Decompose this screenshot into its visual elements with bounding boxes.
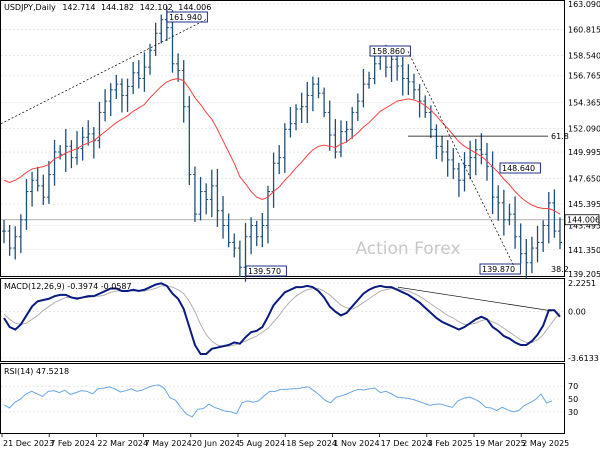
low-2-box (479, 263, 521, 275)
date-tick-label: 18 Sep 2024 (286, 439, 337, 448)
close-value: 144.006 (178, 3, 211, 12)
current-price-box (564, 214, 600, 226)
rsi-axis: 70 50 30 (568, 382, 578, 417)
date-tick-label: 3 Feb 2025 (428, 439, 473, 448)
rsi-grid (1, 385, 564, 413)
moving-average (3, 77, 561, 215)
price-tick-label: 158.540 (568, 51, 600, 60)
low-2-label: 139.870 (482, 265, 515, 274)
rsi-label: RSI(14) 47.5218 (4, 367, 69, 376)
watermark: Action Forex (355, 239, 460, 259)
high-2-box (369, 45, 411, 57)
moving-average-line (3, 77, 561, 215)
macd-axis: 2.2251 0.00 -3.6133 (568, 279, 599, 363)
macd-trendline (397, 286, 553, 312)
macd-panel-frame (0, 278, 565, 362)
macd-lines (3, 282, 561, 355)
macd-label: MACD(12,26,9) -0.3974 -0.0587 (4, 282, 132, 291)
date-tick-label: 17 Dec 2024 (381, 439, 432, 448)
low-1-box (245, 265, 287, 277)
rsi-panel-frame (0, 363, 565, 434)
rsi-tick-label: 30 (568, 408, 578, 417)
price-axis: 163.090 160.815 158.540 156.765 154.365 152.0… (564, 0, 600, 279)
price-bars (2, 5, 562, 282)
rsi-line (3, 384, 553, 418)
macd-line (3, 282, 561, 355)
high-1-box (166, 11, 208, 23)
date-tick-label: 7 May 2024 (145, 439, 192, 448)
high-3-box (499, 162, 541, 174)
high-2-label: 158.860 (372, 47, 405, 56)
open-value: 142.714 (62, 3, 95, 12)
price-panel-frame (0, 0, 565, 277)
macd-tick-label: 0.00 (568, 308, 586, 317)
low-value: 142.102 (140, 3, 173, 12)
price-tick-label: 163.090 (568, 0, 600, 9)
high-3-label: 148.640 (502, 164, 535, 173)
price-tick-label: 139.205 (568, 270, 600, 279)
rsi-line (3, 384, 553, 418)
date-tick-label: 7 Feb 2024 (50, 439, 95, 448)
rsi-tick-label: 70 (568, 382, 578, 391)
macd-tick-label: 2.2251 (568, 279, 596, 288)
high-value: 144.182 (101, 3, 134, 12)
trendline-1 (0, 18, 209, 125)
price-tick-label: 152.090 (568, 124, 600, 133)
price-tick-label: 156.765 (568, 71, 600, 80)
date-tick-label: 22 Mar 2024 (97, 439, 148, 448)
low-1-label: 139.570 (248, 267, 281, 276)
price-tick-label: 141.350 (568, 246, 600, 255)
price-tick-label: 160.815 (568, 26, 600, 35)
fib-382-label: 38.2 (551, 265, 569, 274)
date-tick-label: 21 Dec 2023 (3, 439, 54, 448)
price-tick-label: 143.495 (568, 222, 600, 231)
rsi-tick-label: 50 (568, 395, 578, 404)
symbol-label: USDJPY,Daily (4, 3, 56, 12)
price-tick-label: 145.395 (568, 200, 600, 209)
price-annotations: 161.940 139.570 158.860 139.870 148.640 61.8 3… (0, 11, 569, 277)
date-tick-label: 5 Aug 2024 (239, 439, 285, 448)
price-tick-label: 154.365 (568, 99, 600, 108)
current-price-label: 144.006 (567, 216, 600, 225)
high-1-label: 161.940 (169, 13, 202, 22)
chart-header: USDJPY,Daily 142.714 144.182 142.102 144… (4, 3, 211, 12)
price-tick-label: 147.650 (568, 175, 600, 184)
fib-618-label: 61.8 (551, 132, 569, 141)
date-tick-label: 19 Mar 2025 (475, 439, 526, 448)
date-tick-label: 2 May 2025 (522, 439, 569, 448)
date-tick-label: 20 Jun 2024 (192, 439, 240, 448)
macd-tick-label: -3.6133 (568, 354, 599, 363)
date-tick-label: 1 Nov 2024 (333, 439, 379, 448)
price-tick-label: 149.995 (568, 148, 600, 157)
